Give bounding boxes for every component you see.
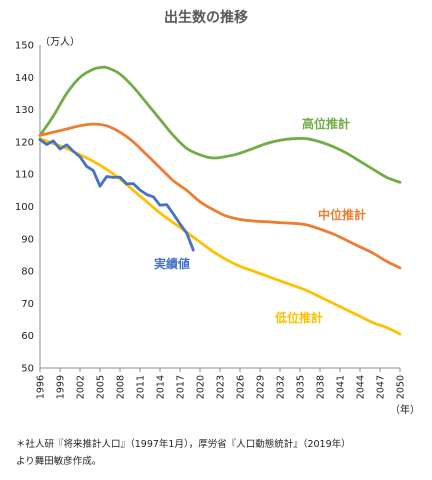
x-tick-label: 2044 [356,375,367,399]
x-tick-label: 2029 [256,375,267,399]
x-tick-label: 2002 [76,375,87,399]
series-line [38,65,402,184]
x-tick-label: 2020 [196,375,207,399]
x-tick-label: 2014 [156,375,167,399]
y-tick-label: 90 [21,234,34,245]
y-tick-label: 110 [15,170,34,181]
x-tick-label: 1999 [56,375,67,399]
series-line [38,122,402,270]
x-axis-unit-label: （年） [390,403,420,416]
x-tick-label: 2038 [316,375,327,399]
y-tick-label: 140 [15,73,34,84]
y-tick-label: 60 [21,331,34,342]
chart-title: 出生数の推移 [164,9,248,26]
x-tick-label: 2041 [336,375,347,399]
y-axis-unit-label: （万人） [40,36,80,48]
x-tick-label: 2008 [116,375,127,399]
x-tick-label: 2035 [296,375,307,399]
series-label: 低位推計 [274,310,323,325]
series-layer [38,65,402,336]
x-tick-label: 2047 [376,375,387,399]
series-label: 中位推計 [318,207,366,222]
y-tick-label: 120 [15,137,34,148]
y-tick-label: 100 [15,202,34,213]
y-tick-label: 130 [15,105,34,116]
series-label: 高位推計 [302,116,350,131]
y-tick-label: 50 [21,364,34,375]
footnote-line-1: ＊社人研『将来推計人口』（1997年1月），厚労省『人口動態統計』（2019年） [16,439,351,450]
series-line [38,138,195,252]
x-tick-label: 1996 [36,375,47,399]
x-tick-label: 2032 [276,375,287,399]
x-tick-label: 2017 [176,375,187,399]
y-tick-label: 70 [21,299,34,310]
x-tick-label: 2026 [236,375,247,399]
x-tick-label: 2005 [96,375,107,399]
x-tick-label: 2023 [216,375,227,399]
footnote-line-2: より舞田敏彦作成。 [16,456,102,467]
y-tick-label: 80 [21,267,34,278]
series-line [38,137,402,336]
x-tick-label: 2050 [396,375,407,399]
x-tick-label: 2011 [136,375,147,399]
y-tick-label: 150 [15,41,34,52]
axes: 50 60 70 80 90 100 110 120 130 140 150 1996 1999 2002… [15,41,407,400]
series-label: 実績値 [154,256,190,271]
